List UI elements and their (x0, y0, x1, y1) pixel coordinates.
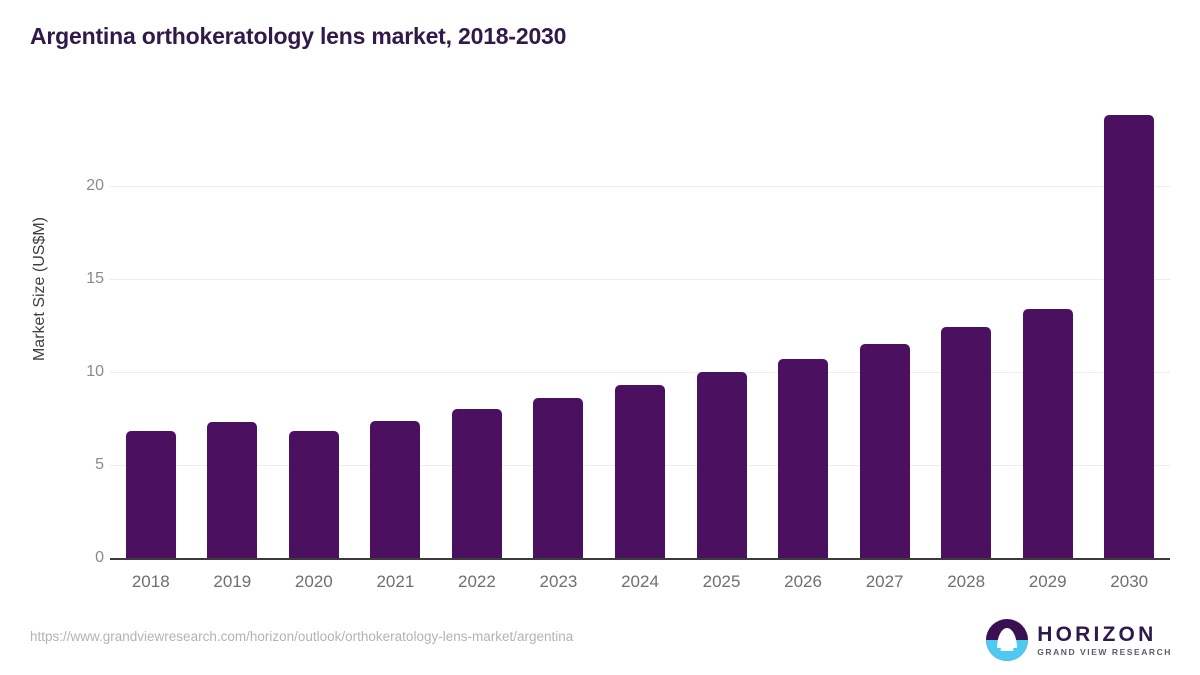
logo-brand-name: HORIZON (1037, 622, 1157, 646)
bar-2023[interactable] (533, 397, 584, 558)
bar-2024[interactable] (615, 384, 665, 558)
x-tick-label-2027: 2027 (865, 572, 904, 591)
x-tick-label-2029: 2029 (1028, 572, 1067, 591)
logo-tagline: GRAND VIEW RESEARCH (1037, 646, 1172, 657)
bar-2019[interactable] (207, 422, 258, 558)
y-tick-label: 20 (86, 176, 104, 194)
bar-2027[interactable] (859, 343, 910, 558)
bar-2026[interactable] (778, 358, 829, 558)
x-tick-label-2028: 2028 (947, 572, 986, 591)
bar-2025[interactable] (696, 371, 747, 558)
bar-2022[interactable] (451, 409, 502, 558)
x-tick-label-2023: 2023 (539, 572, 578, 591)
bar-2030[interactable] (1104, 115, 1155, 558)
bar-2028[interactable] (941, 327, 992, 558)
y-tick-label: 10 (86, 362, 104, 380)
horizon-logo: HORIZON GRAND VIEW RESEARCH (986, 618, 1172, 662)
x-tick-label-2020: 2020 (294, 572, 333, 591)
source-url[interactable]: https://www.grandviewresearch.com/horizo… (30, 629, 574, 644)
y-tick-label: 0 (95, 549, 104, 566)
y-tick-label: 15 (86, 269, 104, 287)
x-tick-label-2022: 2022 (458, 572, 496, 591)
page-title: Argentina orthokeratology lens market, 2… (30, 23, 567, 49)
bar-2029[interactable] (1022, 308, 1073, 558)
gridline (110, 278, 1170, 280)
x-tick-label-2030: 2030 (1110, 572, 1149, 591)
x-axis-line (110, 558, 1170, 560)
x-tick-label-2019: 2019 (213, 572, 252, 591)
x-tick-label-2018: 2018 (131, 572, 170, 591)
bar-2021[interactable] (370, 421, 421, 558)
x-tick-label-2025: 2025 (702, 572, 741, 591)
bar-2018[interactable] (125, 431, 176, 558)
bar-2020[interactable] (288, 431, 339, 558)
x-tick-label-2024: 2024 (621, 572, 659, 591)
x-tick-label-2021: 2021 (376, 572, 415, 591)
gridline (110, 185, 1170, 187)
y-tick-label: 5 (95, 455, 104, 473)
gridline (110, 371, 1170, 373)
x-tick-label-2026: 2026 (784, 572, 822, 591)
y-axis-ticks: 0 5 10 15 20 (50, 0, 104, 675)
logo-wordmark: HORIZON GRAND VIEW RESEARCH (1037, 624, 1172, 657)
horizon-sun-circle-icon (986, 619, 1029, 661)
